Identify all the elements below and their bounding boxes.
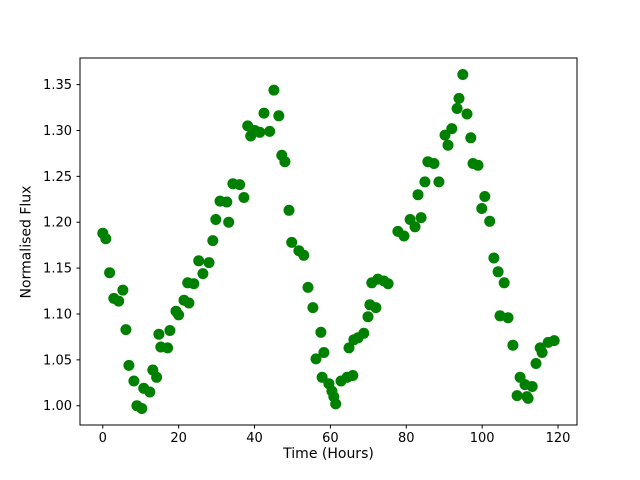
- data-point: [511, 390, 523, 402]
- data-point: [223, 216, 235, 228]
- data-point: [461, 108, 473, 120]
- data-point: [548, 335, 560, 347]
- y-tick-label: 1.05: [43, 353, 72, 368]
- data-point: [254, 126, 266, 138]
- data-point: [210, 214, 222, 225]
- y-axis-label: Normalised Flux: [18, 185, 35, 299]
- data-point: [343, 342, 355, 354]
- y-tick-label: 1.10: [43, 307, 72, 322]
- data-point: [526, 381, 538, 392]
- data-point: [264, 125, 276, 137]
- data-point: [188, 278, 200, 290]
- data-point: [370, 302, 382, 314]
- data-point: [273, 110, 285, 122]
- data-point: [453, 92, 465, 104]
- data-point: [151, 371, 163, 383]
- data-point: [307, 302, 319, 314]
- data-point: [415, 212, 427, 224]
- data-point: [522, 392, 534, 404]
- data-point: [446, 123, 458, 135]
- data-point: [136, 403, 148, 414]
- data-point: [104, 267, 116, 279]
- x-tick-label: 80: [398, 431, 415, 446]
- data-point: [302, 281, 314, 293]
- data-point: [492, 266, 504, 278]
- data-point: [310, 353, 322, 365]
- data-point: [315, 326, 327, 338]
- data-point: [258, 107, 270, 119]
- y-tick-label: 1.30: [43, 124, 72, 139]
- data-point: [382, 278, 394, 290]
- data-point: [347, 370, 359, 381]
- data-point: [100, 233, 112, 245]
- y-tick-label: 1.20: [43, 216, 72, 231]
- data-point: [113, 295, 125, 307]
- data-point: [183, 297, 195, 309]
- data-point: [398, 230, 410, 242]
- data-point: [197, 268, 209, 280]
- x-axis-label: Time (Hours): [283, 446, 374, 462]
- data-point: [442, 139, 454, 151]
- data-point: [123, 359, 135, 371]
- x-tick-label: 0: [99, 431, 107, 446]
- data-point: [484, 215, 496, 227]
- data-point: [283, 204, 295, 216]
- data-point: [173, 309, 185, 321]
- data-point: [234, 179, 246, 191]
- y-tick-label: 1.25: [43, 170, 72, 185]
- data-point: [530, 358, 542, 369]
- y-tick-label: 1.00: [43, 399, 72, 414]
- y-tick-label: 1.35: [43, 78, 72, 93]
- data-point: [318, 347, 330, 358]
- data-point: [207, 235, 219, 247]
- data-point: [465, 132, 477, 144]
- data-point: [117, 284, 129, 296]
- data-point: [193, 255, 205, 267]
- x-tick-label: 60: [322, 431, 339, 446]
- data-point: [502, 312, 514, 324]
- data-point: [268, 84, 280, 96]
- x-tick-label: 100: [470, 431, 495, 446]
- data-point: [428, 158, 440, 169]
- data-point: [362, 311, 374, 323]
- data-point: [298, 249, 310, 261]
- data-point: [412, 189, 424, 201]
- data-point: [476, 203, 488, 214]
- data-point: [238, 192, 250, 203]
- data-point: [479, 191, 491, 202]
- x-tick-label: 120: [546, 431, 571, 446]
- data-point: [330, 398, 342, 410]
- data-point: [457, 69, 469, 80]
- data-point: [358, 327, 370, 339]
- data-point: [472, 159, 484, 171]
- data-point: [120, 324, 132, 336]
- data-point: [162, 342, 174, 354]
- y-tick-label: 1.15: [43, 262, 72, 277]
- x-tick-label: 20: [170, 431, 187, 446]
- data-point: [221, 196, 233, 208]
- data-point: [128, 375, 140, 387]
- data-point: [279, 156, 291, 168]
- data-point: [439, 129, 451, 141]
- data-point: [153, 328, 165, 340]
- data-point: [433, 176, 445, 188]
- data-point: [498, 277, 510, 289]
- data-point: [419, 176, 431, 188]
- data-point: [164, 325, 176, 336]
- data-point: [507, 339, 519, 351]
- data-point: [488, 252, 500, 264]
- x-tick-label: 40: [246, 431, 263, 446]
- data-point: [203, 257, 215, 269]
- data-point: [451, 103, 463, 114]
- data-point: [409, 221, 421, 233]
- data-point: [144, 386, 156, 398]
- data-point: [536, 347, 548, 358]
- data-point: [286, 236, 298, 248]
- axes-spines: [79, 57, 578, 426]
